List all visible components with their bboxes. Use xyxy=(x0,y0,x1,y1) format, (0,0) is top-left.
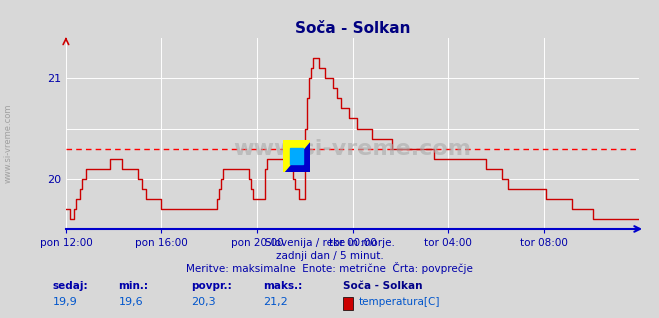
Text: povpr.:: povpr.: xyxy=(191,281,232,291)
Text: Meritve: maksimalne  Enote: metrične  Črta: povprečje: Meritve: maksimalne Enote: metrične Črta… xyxy=(186,262,473,274)
Polygon shape xyxy=(283,140,310,172)
Text: www.si-vreme.com: www.si-vreme.com xyxy=(233,139,472,159)
Text: Slovenija / reke in morje.: Slovenija / reke in morje. xyxy=(264,238,395,248)
Title: Soča - Solkan: Soča - Solkan xyxy=(295,21,411,36)
Text: sedaj:: sedaj: xyxy=(53,281,88,291)
Text: temperatura[C]: temperatura[C] xyxy=(359,297,441,307)
Text: 19,6: 19,6 xyxy=(119,297,143,307)
Text: maks.:: maks.: xyxy=(264,281,303,291)
Text: zadnji dan / 5 minut.: zadnji dan / 5 minut. xyxy=(275,251,384,261)
Text: 20,3: 20,3 xyxy=(191,297,215,307)
Text: 21,2: 21,2 xyxy=(264,297,289,307)
Polygon shape xyxy=(283,140,310,172)
Text: www.si-vreme.com: www.si-vreme.com xyxy=(3,103,13,183)
Text: min.:: min.: xyxy=(119,281,149,291)
Text: 19,9: 19,9 xyxy=(53,297,78,307)
Text: Soča - Solkan: Soča - Solkan xyxy=(343,281,422,291)
Polygon shape xyxy=(290,148,303,164)
